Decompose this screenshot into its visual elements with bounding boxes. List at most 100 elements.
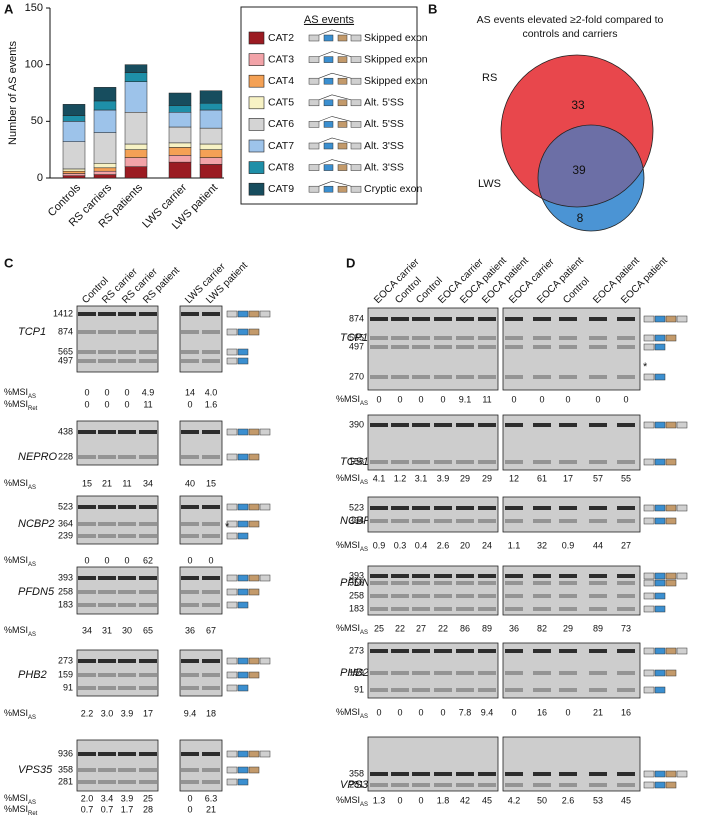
msi-value: 32 [537, 540, 547, 550]
msi-value: 2.0 [81, 793, 94, 803]
legend-swatch [248, 53, 265, 66]
gel-band [78, 359, 96, 363]
row-label-sub: AS [360, 802, 368, 808]
isoform-box [643, 605, 655, 613]
isoform-box [237, 453, 249, 461]
gel-band [181, 686, 199, 690]
gel-band [370, 506, 388, 510]
legend-swatch [248, 182, 265, 196]
gel-band [370, 649, 388, 653]
gel-band [456, 375, 474, 379]
bar-segment [62, 104, 86, 116]
size-marker: 497 [58, 355, 73, 365]
msi-value: 17 [563, 473, 573, 483]
row-label-base: %MSI [4, 708, 28, 718]
gel-band [202, 330, 220, 334]
row-label-base: %MSI [336, 394, 360, 404]
legend-label: CAT4 [268, 75, 294, 87]
isoform-box [654, 579, 666, 587]
panel-label: C [4, 255, 14, 270]
legend-icon-box [323, 164, 334, 171]
gel-band [434, 519, 452, 523]
bar-segment [124, 81, 148, 113]
gel-band [78, 686, 96, 690]
gel-band [98, 768, 116, 772]
msi-value: 42 [460, 795, 470, 805]
isoform-box [226, 428, 238, 436]
legend-event: Skipped exon [364, 32, 428, 44]
gel-band [181, 505, 199, 509]
isoform-box [665, 781, 677, 789]
isoform-box [226, 778, 238, 786]
gene-name: NEPRO [18, 451, 58, 463]
size-marker: 239 [58, 530, 73, 540]
msi-value: 0 [124, 387, 129, 397]
gel-band [139, 768, 157, 772]
gel-band [98, 686, 116, 690]
gel-band [78, 752, 96, 756]
y-tick-label: 0 [37, 172, 43, 184]
gel-band [118, 430, 136, 434]
row-label: %MSIAS [4, 387, 36, 399]
row-label: %MSIAS [4, 708, 36, 720]
gel-band [434, 317, 452, 321]
bar-segment [62, 121, 86, 142]
legend-swatch [248, 31, 265, 45]
legend-icon-box [308, 77, 320, 85]
gel-band [434, 375, 452, 379]
isoform-box [259, 503, 271, 511]
size-marker: 228 [58, 451, 73, 461]
isoform-box [665, 517, 677, 525]
gel-band [533, 671, 551, 675]
gel-band [559, 607, 577, 611]
gel-band [478, 336, 496, 340]
gel-band [181, 455, 199, 459]
gel [76, 495, 159, 545]
msi-value: 0 [208, 555, 213, 565]
isoform-box [226, 310, 238, 318]
gel-band [181, 673, 199, 677]
legend-icon-box [323, 142, 334, 150]
msi-value: 67 [206, 625, 216, 635]
isoform-box [676, 421, 688, 429]
isoform-box [237, 310, 249, 318]
gel-band [202, 505, 220, 509]
msi-value: 1.1 [508, 540, 521, 550]
gel-band [505, 506, 523, 510]
gel-band [456, 772, 474, 776]
msi-value: 0 [418, 795, 423, 805]
gel-band [533, 783, 551, 787]
gel-band [202, 603, 220, 607]
gel-band [617, 336, 635, 340]
gel-band [456, 519, 474, 523]
msi-value: 89 [593, 623, 603, 633]
gel-band [434, 649, 452, 653]
size-marker: 258 [349, 590, 364, 600]
msi-value: 15 [82, 478, 92, 488]
venn-count: 8 [577, 211, 584, 225]
gel-band [98, 455, 116, 459]
isoform-box [643, 592, 655, 600]
legend-icon-box [337, 34, 348, 42]
msi-value: 62 [143, 555, 153, 565]
gel-band [139, 330, 157, 334]
gel-band [559, 345, 577, 349]
isoform-box [226, 750, 238, 758]
gel-band [202, 312, 220, 316]
isoform-box [226, 453, 238, 461]
msi-value: 0.3 [394, 540, 407, 550]
row-label: %MSIAS [336, 795, 368, 807]
bar-segment [93, 167, 117, 172]
gel-band [412, 688, 430, 692]
gel [76, 566, 159, 615]
size-marker: 364 [58, 518, 73, 528]
bar-segment [93, 132, 117, 164]
gel-band [78, 673, 96, 677]
bar-segment [199, 149, 223, 158]
bar-segment [93, 87, 117, 102]
isoform-box [259, 428, 271, 436]
gel-band [412, 649, 430, 653]
bar-segment [168, 92, 192, 106]
gel-band [412, 671, 430, 675]
isoform-box [654, 669, 666, 677]
